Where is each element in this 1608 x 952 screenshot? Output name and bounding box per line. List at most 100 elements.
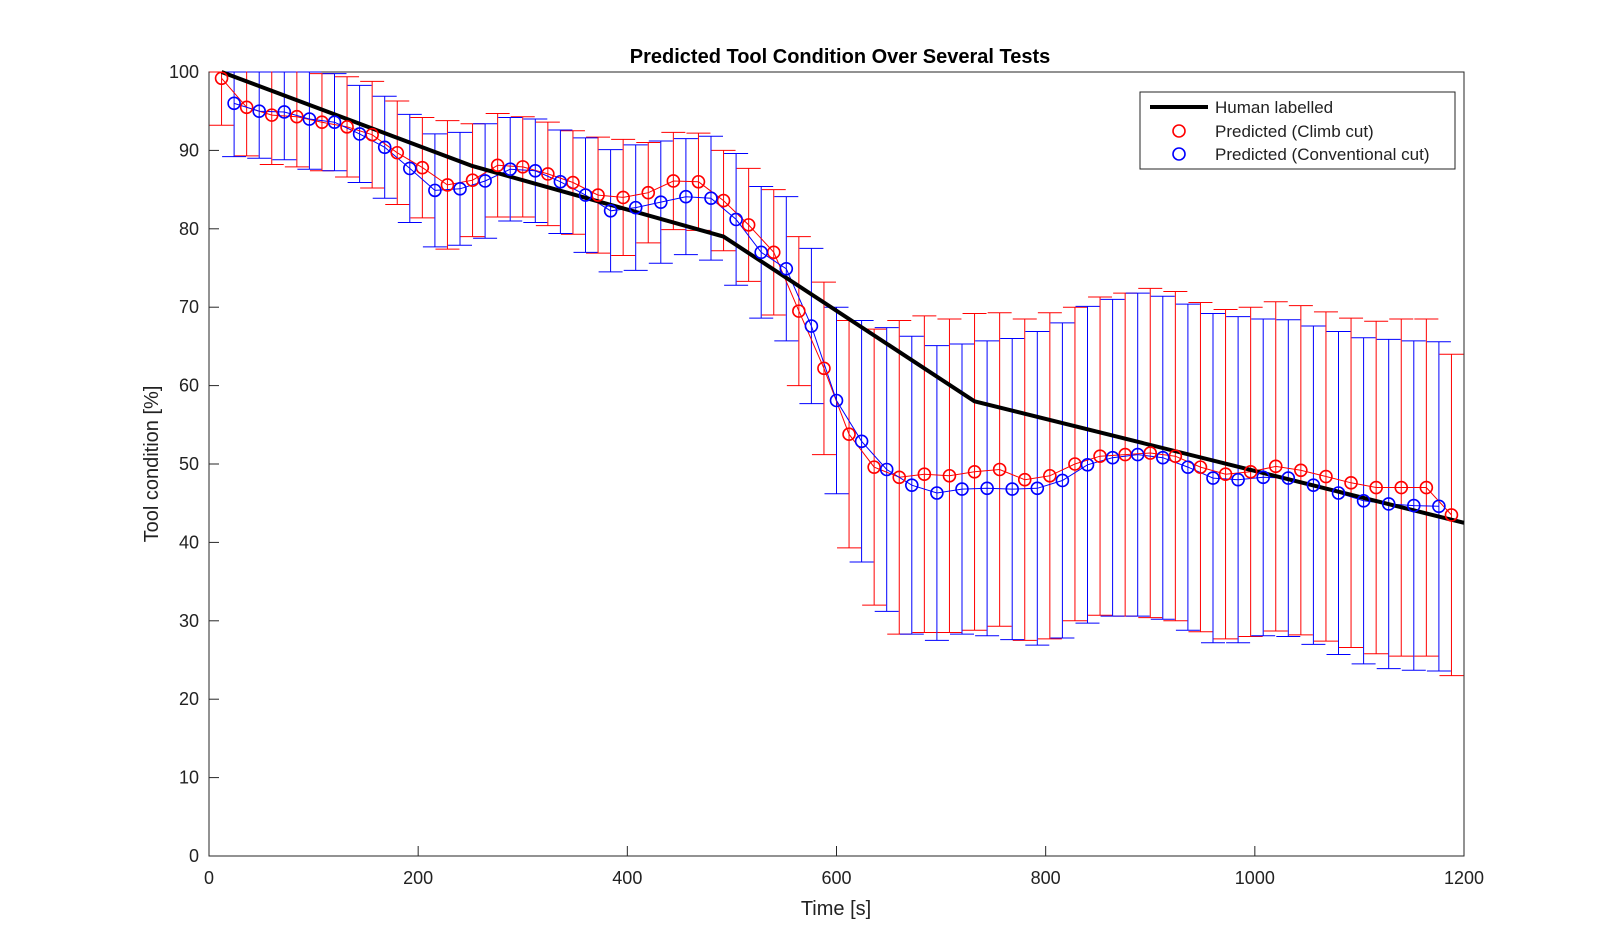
conventional-marker: [930, 486, 944, 500]
climb-marker: [867, 460, 881, 474]
x-tick-label: 0: [204, 868, 214, 888]
climb-marker: [440, 178, 455, 192]
climb-marker: [716, 193, 731, 208]
conventional-marker: [679, 189, 693, 204]
climb-marker: [942, 468, 957, 483]
series-markers: [214, 71, 1459, 522]
conventional-marker: [1432, 499, 1446, 514]
conventional-marker: [1331, 486, 1346, 500]
climb-marker: [1419, 480, 1434, 495]
climb-marker: [290, 109, 304, 124]
conventional-marker: [779, 261, 794, 276]
climb-marker: [490, 158, 505, 173]
climb-marker: [666, 174, 681, 188]
legend-conventional-marker: [1172, 147, 1186, 161]
climb-marker: [1444, 508, 1459, 522]
conventional-marker: [603, 203, 618, 218]
conventional-marker: [578, 188, 593, 202]
legend-human-label: Human labelled: [1215, 98, 1333, 117]
climb-marker: [741, 218, 756, 232]
climb-marker: [390, 145, 405, 160]
chart-title: Predicted Tool Condition Over Several Te…: [630, 46, 1050, 68]
y-tick-label: 90: [179, 140, 199, 160]
y-tick-label: 50: [179, 454, 199, 474]
climb-marker: [1344, 476, 1358, 490]
climb-marker: [616, 190, 630, 205]
conventional-marker: [1206, 471, 1220, 485]
x-tick-label: 1200: [1444, 868, 1484, 888]
x-axis-label: Time [s]: [801, 898, 871, 920]
conventional-marker: [503, 162, 518, 177]
conventional-marker: [1231, 472, 1245, 487]
climb-marker: [239, 100, 254, 115]
conventional-line: [233, 102, 1439, 507]
y-tick-label: 30: [179, 611, 199, 631]
conventional-marker: [1156, 450, 1170, 465]
conventional-marker: [829, 393, 844, 408]
climb-marker: [842, 427, 856, 442]
conventional-marker: [327, 115, 342, 129]
conventional-marker: [227, 96, 241, 111]
conventional-marker: [854, 434, 869, 449]
conventional-marker: [352, 127, 367, 141]
conventional-marker: [453, 182, 467, 196]
legend-climb-marker: [1172, 124, 1186, 138]
conventional-marker: [553, 174, 568, 189]
conventional-marker: [1181, 460, 1195, 474]
climb-marker: [1268, 459, 1283, 474]
conventional-marker: [252, 104, 267, 118]
climb-marker: [892, 470, 907, 485]
conventional-marker: [804, 319, 819, 333]
y-tick-label: 60: [179, 376, 199, 396]
conventional-marker: [528, 163, 543, 178]
climb-marker: [992, 462, 1007, 477]
climb-marker: [917, 467, 932, 481]
y-axis-label: Tool condition [%]: [141, 386, 163, 543]
climb-marker: [641, 185, 656, 200]
legend-conventional-label: Predicted (Conventional cut): [1215, 145, 1430, 164]
conventional-marker: [729, 212, 743, 227]
conventional-marker: [754, 245, 769, 260]
conventional-marker: [402, 161, 417, 176]
y-tick-label: 70: [179, 297, 199, 317]
climb-marker: [264, 108, 279, 122]
y-tick-label: 0: [189, 846, 199, 866]
climb-marker: [1369, 480, 1383, 495]
climb-marker: [214, 71, 229, 86]
conventional-marker: [1256, 470, 1270, 485]
climb-marker: [792, 304, 806, 318]
conventional-marker: [428, 183, 442, 198]
x-tick-label: 400: [612, 868, 642, 888]
conventional-marker: [302, 112, 317, 126]
climb-marker: [967, 465, 982, 479]
y-tick-label: 100: [169, 62, 199, 82]
legend-climb-label: Predicted (Climb cut): [1215, 122, 1374, 141]
conventional-marker: [1306, 478, 1321, 492]
conventional-marker: [1381, 497, 1396, 511]
climb-marker: [1043, 468, 1057, 483]
x-tick-label: 600: [821, 868, 851, 888]
human-labelled-line: [220, 70, 1465, 525]
conventional-marker: [879, 462, 894, 477]
climb-marker: [1394, 480, 1409, 495]
climb-marker: [817, 361, 831, 376]
climb-marker: [515, 160, 530, 174]
y-tick-label: 10: [179, 768, 199, 788]
climb-marker: [1218, 467, 1233, 481]
conventional-marker: [653, 195, 668, 209]
x-tick-label: 800: [1031, 868, 1061, 888]
conventional-marker: [478, 174, 492, 188]
conventional-marker: [704, 191, 718, 206]
axis-ticks: 0 200 400 600 800 1000 1200 0 10 20 30 40 50 60 70 80 90…: [169, 62, 1484, 888]
legend-box: [1139, 91, 1456, 170]
x-tick-label: 1000: [1235, 868, 1275, 888]
conventional-marker: [1080, 457, 1095, 472]
x-tick-label: 200: [403, 868, 433, 888]
conventional-marker: [1281, 471, 1296, 485]
conventional-marker: [277, 105, 292, 119]
conventional-marker: [377, 140, 392, 155]
conventional-marker: [1130, 447, 1145, 462]
climb-marker: [1319, 469, 1333, 484]
conventional-marker: [980, 481, 994, 496]
conventional-marker: [1005, 482, 1020, 496]
